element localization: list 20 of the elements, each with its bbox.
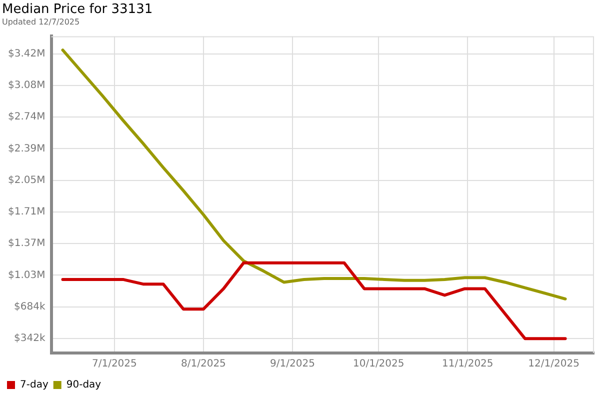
x-tick-label: 12/1/2025 xyxy=(528,358,580,370)
y-tick-label: $2.05M xyxy=(8,174,46,186)
legend-label: 7-day xyxy=(20,380,48,391)
y-tick-label: $684k xyxy=(14,301,46,312)
y-tick-label: $2.39M xyxy=(8,143,46,154)
y-tick-label: $1.37M xyxy=(8,238,46,250)
y-tick-label: $3.42M xyxy=(8,48,46,60)
y-tick-label: $1.71M xyxy=(8,206,46,218)
legend-label: 90-day xyxy=(66,380,102,391)
chart-subtitle: Updated 12/7/2025 xyxy=(2,17,80,26)
y-tick-label: $1.03M xyxy=(8,270,46,281)
x-tick-label: 8/1/2025 xyxy=(180,358,226,370)
chart-title: Median Price for 33131 xyxy=(2,2,153,18)
x-tick-label: 7/1/2025 xyxy=(92,358,137,370)
y-tick-label: $342k xyxy=(14,333,46,344)
y-tick-label: $3.08M xyxy=(8,80,46,91)
x-tick-label: 9/1/2025 xyxy=(270,358,315,370)
x-tick-label: 10/1/2025 xyxy=(352,358,404,370)
y-tick-label: $2.74M xyxy=(8,112,46,123)
x-tick-label: 11/1/2025 xyxy=(442,358,494,370)
